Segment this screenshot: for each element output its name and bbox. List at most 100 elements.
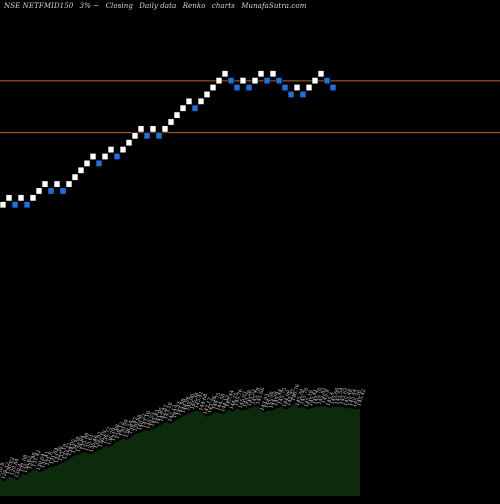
up-brick — [101, 152, 109, 160]
up-brick — [83, 159, 91, 167]
down-brick — [287, 90, 295, 98]
up-brick — [35, 187, 43, 195]
up-brick — [89, 152, 97, 160]
volume-data-label: 132.38 — [53, 446, 64, 464]
up-brick — [269, 70, 277, 78]
volume-data-label: 130.62 — [22, 455, 33, 473]
volume-data-label: 144.12 — [220, 394, 231, 412]
volume-data-label: 131.42 — [31, 449, 42, 467]
charts-label: charts — [211, 2, 235, 10]
up-brick — [5, 194, 13, 202]
up-brick — [215, 77, 223, 85]
volume-data-label: 136.19 — [97, 430, 108, 448]
volume-data-label: 145.48 — [343, 388, 354, 406]
chart-header: NSE NETFMID150 3% ~ Closing Daily data R… — [4, 2, 310, 10]
down-brick — [155, 132, 163, 140]
volume-data-label: 130.62 — [5, 457, 16, 475]
volume-data-label: 130.8 — [0, 462, 6, 477]
down-brick — [191, 104, 199, 112]
volume-data-label: 145.76 — [299, 387, 310, 405]
volume-data-label: 145.54 — [334, 387, 345, 405]
up-brick — [131, 132, 139, 140]
volume-data-label: 135.46 — [88, 435, 99, 453]
volume-data-label: 131.64 — [49, 447, 60, 465]
volume-data-label: 131.6 — [44, 451, 54, 466]
volume-data-label: 140.55 — [145, 411, 156, 429]
up-brick — [41, 180, 49, 188]
up-brick — [305, 84, 313, 92]
volume-panel: 130.8129.12130.62129.84130.3131.08130.62… — [0, 383, 367, 496]
volume-data-label: 145.39 — [295, 388, 306, 406]
up-brick — [149, 125, 157, 133]
down-brick — [329, 84, 337, 92]
volume-data-label: 135.88 — [80, 432, 91, 450]
up-brick — [125, 139, 133, 147]
up-brick — [65, 180, 73, 188]
volume-data-label: 143.18 — [163, 402, 174, 420]
volume-data-label: 138.12 — [115, 421, 126, 439]
volume-data-label: 145.62 — [339, 387, 350, 405]
volume-data-label: 143.55 — [172, 401, 183, 419]
down-brick — [227, 77, 235, 85]
volume-data-label: 145.4 — [325, 391, 335, 406]
volume-data-label: 144.96 — [181, 396, 192, 414]
volume-data-label: 145.78 — [251, 387, 262, 405]
up-brick — [197, 97, 205, 105]
volume-data-label: 145.36 — [352, 390, 363, 408]
up-brick — [293, 84, 301, 92]
volume-data-label: 144.75 — [229, 392, 240, 410]
volume-data-label: 145.75 — [277, 387, 288, 405]
up-brick — [161, 125, 169, 133]
down-brick — [47, 187, 55, 195]
volume-data-label: 145.66 — [255, 387, 266, 405]
down-brick — [113, 152, 121, 160]
up-brick — [185, 97, 193, 105]
up-brick — [77, 166, 85, 174]
volume-data-label: 144.58 — [216, 393, 227, 411]
down-brick — [233, 84, 241, 92]
volume-data-label: 133.19 — [58, 443, 69, 461]
volume-data-label: 134.58 — [71, 436, 82, 454]
volume-data-label: 141.16 — [141, 410, 152, 428]
volume-data-label: 145.18 — [303, 390, 314, 408]
volume-data-label: 145.41 — [194, 391, 205, 409]
reference-lines — [0, 80, 500, 134]
volume-data-label: 142.47 — [159, 404, 170, 422]
down-brick — [11, 201, 19, 209]
volume-data-label: 145.03 — [238, 391, 249, 409]
volume-data-label: 144.75 — [211, 392, 222, 410]
volume-data-label: 144.56 — [264, 391, 275, 409]
daily-data-label: Daily data — [139, 2, 177, 10]
symbol-label: NSE NETFMID150 — [4, 2, 74, 10]
volume-data-label: 129.84 — [9, 458, 20, 476]
up-brick — [251, 77, 259, 85]
volume-data-label: 133.22 — [62, 442, 73, 460]
volume-data-label: 145.82 — [317, 387, 328, 405]
volume-data-label: 139.09 — [119, 419, 130, 437]
down-brick — [23, 201, 31, 209]
down-brick — [245, 84, 253, 92]
volume-data-label: 130.3 — [14, 463, 24, 478]
volume-data-label: 137.88 — [110, 424, 121, 442]
volume-data-label: 135.92 — [93, 431, 104, 449]
volume-data-label: 143.93 — [260, 393, 271, 411]
closing-label: Closing — [105, 2, 133, 10]
volume-data-label: 142.13 — [167, 404, 178, 422]
volume-data-label: 134.05 — [66, 438, 77, 456]
volume-data-label: 139.88 — [132, 414, 143, 432]
volume-data-label: 135.61 — [84, 433, 95, 451]
volume-data-label: 146.76 — [290, 383, 301, 401]
down-brick — [275, 77, 283, 85]
volume-data-label: 141.85 — [154, 407, 165, 425]
volume-data-label: 144.58 — [268, 391, 279, 409]
down-brick — [59, 187, 67, 195]
down-brick — [281, 84, 289, 92]
up-brick — [173, 111, 181, 119]
volume-data-label: 131.41 — [40, 451, 51, 469]
up-brick — [203, 90, 211, 98]
site-label: MunafaSutra.com — [241, 2, 307, 10]
up-brick — [107, 146, 115, 154]
down-brick — [263, 77, 271, 85]
